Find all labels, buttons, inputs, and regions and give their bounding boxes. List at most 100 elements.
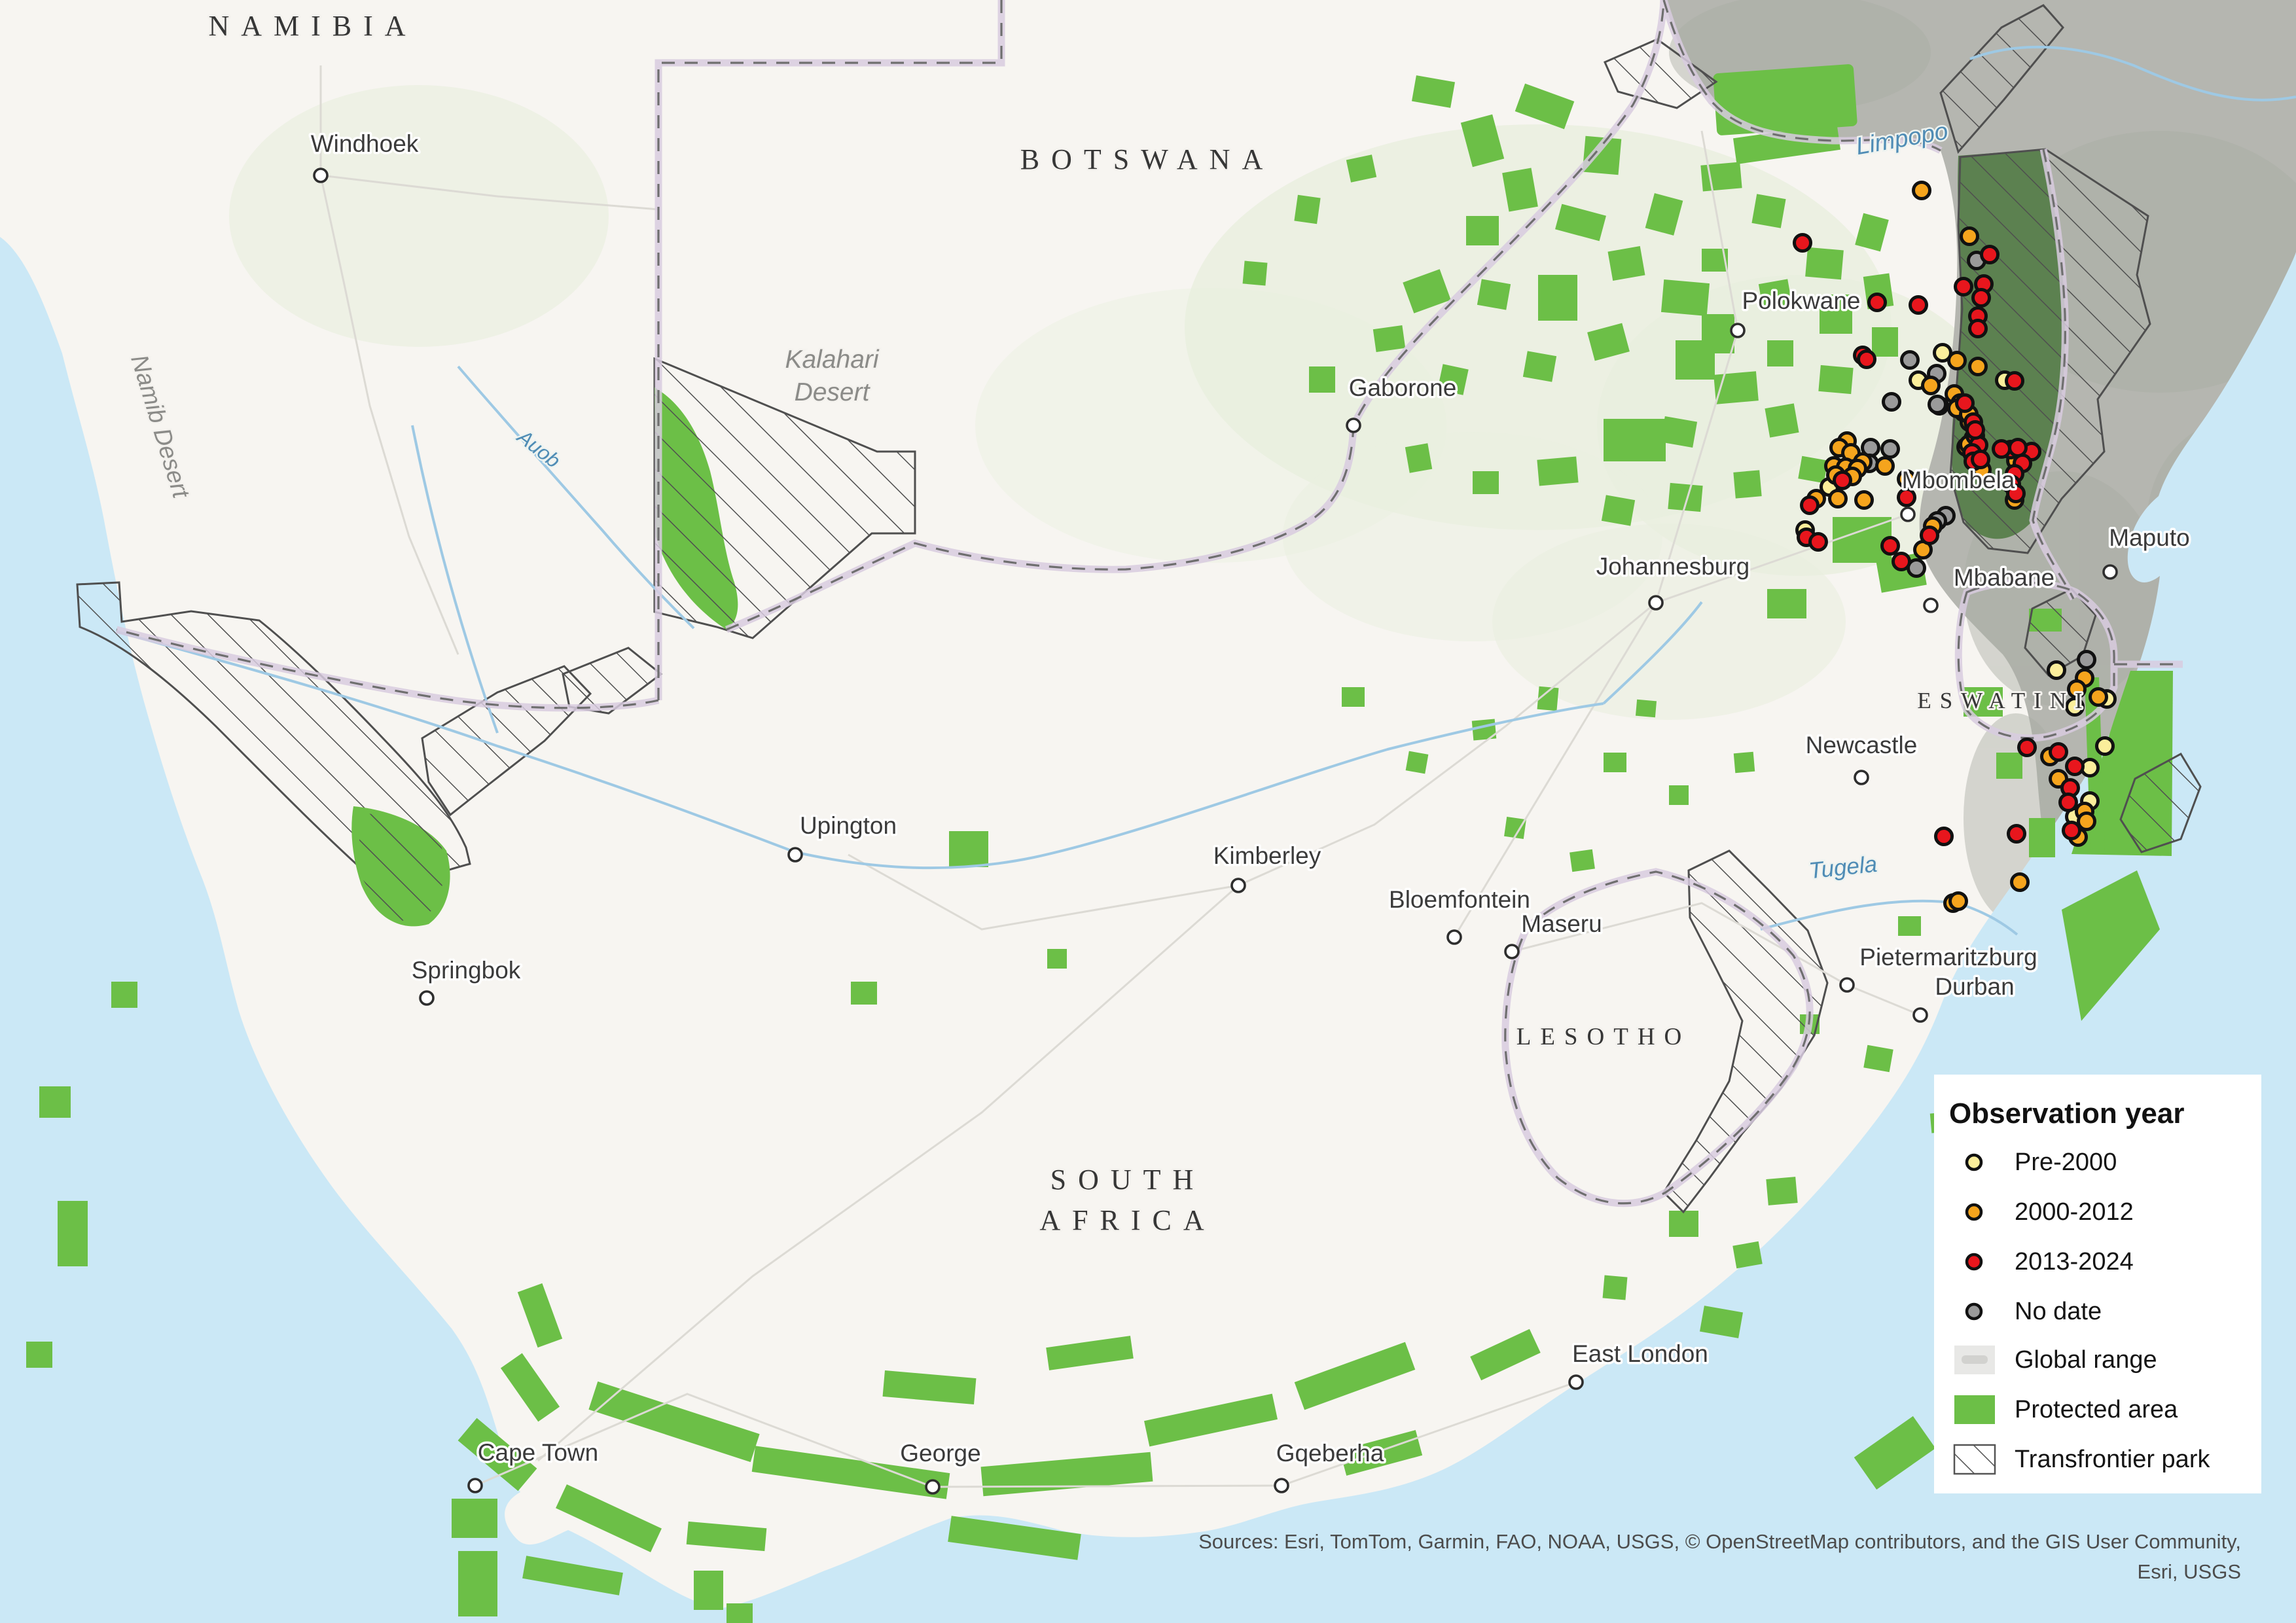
city-kimberley: Kimberley [1211, 840, 1323, 893]
legend-symbol-dot [1965, 1302, 1983, 1321]
observation-dot-2013-2024 [2006, 484, 2026, 503]
protected-area-patch [522, 1556, 623, 1596]
observation-dot-2013-2024 [1971, 288, 1991, 308]
observation-dot-pre-2000 [2095, 736, 2115, 756]
legend-box [1934, 1075, 2261, 1493]
protected-area-patch [1346, 154, 1377, 183]
observation-dot-2013-2024 [1793, 233, 1812, 253]
protected-area-patch [1466, 216, 1499, 245]
protected-area-patch [1767, 589, 1806, 618]
transfrontier-green-hatch [357, 387, 738, 924]
protected-area-patch [1669, 785, 1689, 805]
observation-dot-pre-2000 [1933, 343, 1952, 363]
city-marker [1568, 1374, 1584, 1390]
protected-area-patch [1460, 114, 1505, 168]
city-mbabane: Mbabane [1923, 562, 2057, 613]
limpopo-protected-band [1713, 64, 1857, 135]
protected-area-patch [1767, 340, 1793, 366]
city-marker [1912, 1007, 1928, 1023]
city-label: Springbok [412, 957, 521, 984]
observation-dot-2013-2024 [1892, 552, 1911, 571]
city-gqeberha: Gqeberha [1274, 1438, 1386, 1493]
observation-dot-2000-2012 [2077, 812, 2096, 831]
city-maputo: Maputo [2102, 522, 2192, 580]
protected-area-patch [26, 1342, 52, 1368]
legend-item-2013-2024: 2013-2024 [1965, 1248, 2134, 1275]
protected-area-patch [1047, 949, 1067, 969]
observation-dot-2013-2024 [1920, 526, 1939, 545]
city-marker [313, 168, 329, 183]
observation-dot-2013-2024 [1897, 488, 1916, 507]
city-marker [925, 1479, 941, 1495]
cities-layer: Windhoek Gaborone Polokwane Johannesburg Mbo… [308, 128, 2192, 1495]
protected-area-patch [1411, 75, 1456, 108]
city-label: Maputo [2109, 524, 2189, 551]
protected-area-patch [1522, 351, 1557, 382]
city-windhoek: Windhoek [308, 128, 421, 183]
city-marker [1854, 770, 1869, 785]
observation-dot-no-date [1928, 395, 1947, 414]
protected-area-patch [1470, 1329, 1541, 1381]
country-label-lesotho: LESOTHO [1516, 1024, 1691, 1050]
observation-dot-2013-2024 [1909, 295, 1928, 315]
observation-dot-2013-2024 [1965, 420, 1985, 440]
observation-dot-2000-2012 [1912, 181, 1931, 200]
observation-dot-2000-2012 [1875, 456, 1895, 476]
protected-area-patch [949, 831, 988, 867]
protected-area-patch [1607, 246, 1645, 281]
country-label-africa: AFRICA [1039, 1204, 1215, 1236]
protected-area-patch [1872, 327, 1898, 357]
observation-dot-2013-2024 [2062, 821, 2081, 840]
protected-area-patch [517, 1283, 563, 1348]
rivers-layer [116, 45, 2296, 936]
city-label: Mbabane [1954, 564, 2054, 591]
city-marker [419, 990, 435, 1006]
city-marker [1923, 597, 1939, 613]
protected-area-patch [1538, 275, 1577, 321]
city-label: Johannesburg [1596, 553, 1750, 580]
city-marker [1504, 944, 1520, 959]
observation-dot-2000-2012 [1948, 891, 1968, 911]
city-label: Newcastle [1806, 732, 1918, 758]
country-label-south: SOUTH [1050, 1164, 1206, 1196]
city-label: Kimberley [1213, 842, 1321, 869]
observations-layer [1793, 181, 2117, 913]
protected-area-patch [1898, 916, 1921, 936]
protected-area-patch [1437, 364, 1469, 395]
observation-dot-no-date [1880, 439, 1900, 459]
protected-area-patch [556, 1484, 662, 1552]
protected-area-patch [1645, 193, 1683, 236]
protected-area-patch [1863, 1044, 1893, 1073]
legend-item-label: No date [2015, 1298, 2102, 1325]
city-label: Cape Town [478, 1439, 598, 1466]
city-marker [1230, 878, 1246, 893]
protected-area-patch [1765, 403, 1799, 438]
protected-area-patch [1405, 751, 1429, 774]
protected-area-patch [458, 1551, 497, 1616]
observation-dot-2013-2024 [2017, 738, 2037, 757]
observation-dot-2000-2012 [1947, 351, 1967, 370]
observation-dot-2013-2024 [2049, 742, 2068, 762]
protected-area-patch [1766, 1177, 1798, 1205]
observation-dot-2000-2012 [2067, 679, 2087, 699]
observation-dot-2000-2012 [1897, 469, 1916, 489]
city-label: Mbombela [1902, 467, 2015, 493]
observation-dot-2013-2024 [1955, 393, 1975, 413]
marine-protected-area [2062, 870, 2160, 1021]
protected-area-patch [694, 1571, 723, 1610]
protected-area-patch [751, 1446, 950, 1499]
city-label: Gqeberha [1276, 1440, 1384, 1467]
observation-dot-no-date [1882, 392, 1901, 412]
protected-area-patch [948, 1516, 1081, 1560]
city-label: Upington [800, 812, 897, 839]
protected-area-patch [1309, 366, 1335, 393]
legend-item-label: 2013-2024 [2015, 1248, 2134, 1275]
observation-dot-2013-2024 [1954, 277, 1973, 296]
protected-area-patch [588, 1381, 760, 1463]
city-marker [1346, 418, 1361, 433]
desert-label-kalahari: Kalahari [785, 346, 879, 374]
city-maseru: Maseru [1504, 908, 1604, 959]
protected-area-patch [457, 1418, 537, 1491]
observation-dot-2013-2024 [1808, 532, 1828, 552]
